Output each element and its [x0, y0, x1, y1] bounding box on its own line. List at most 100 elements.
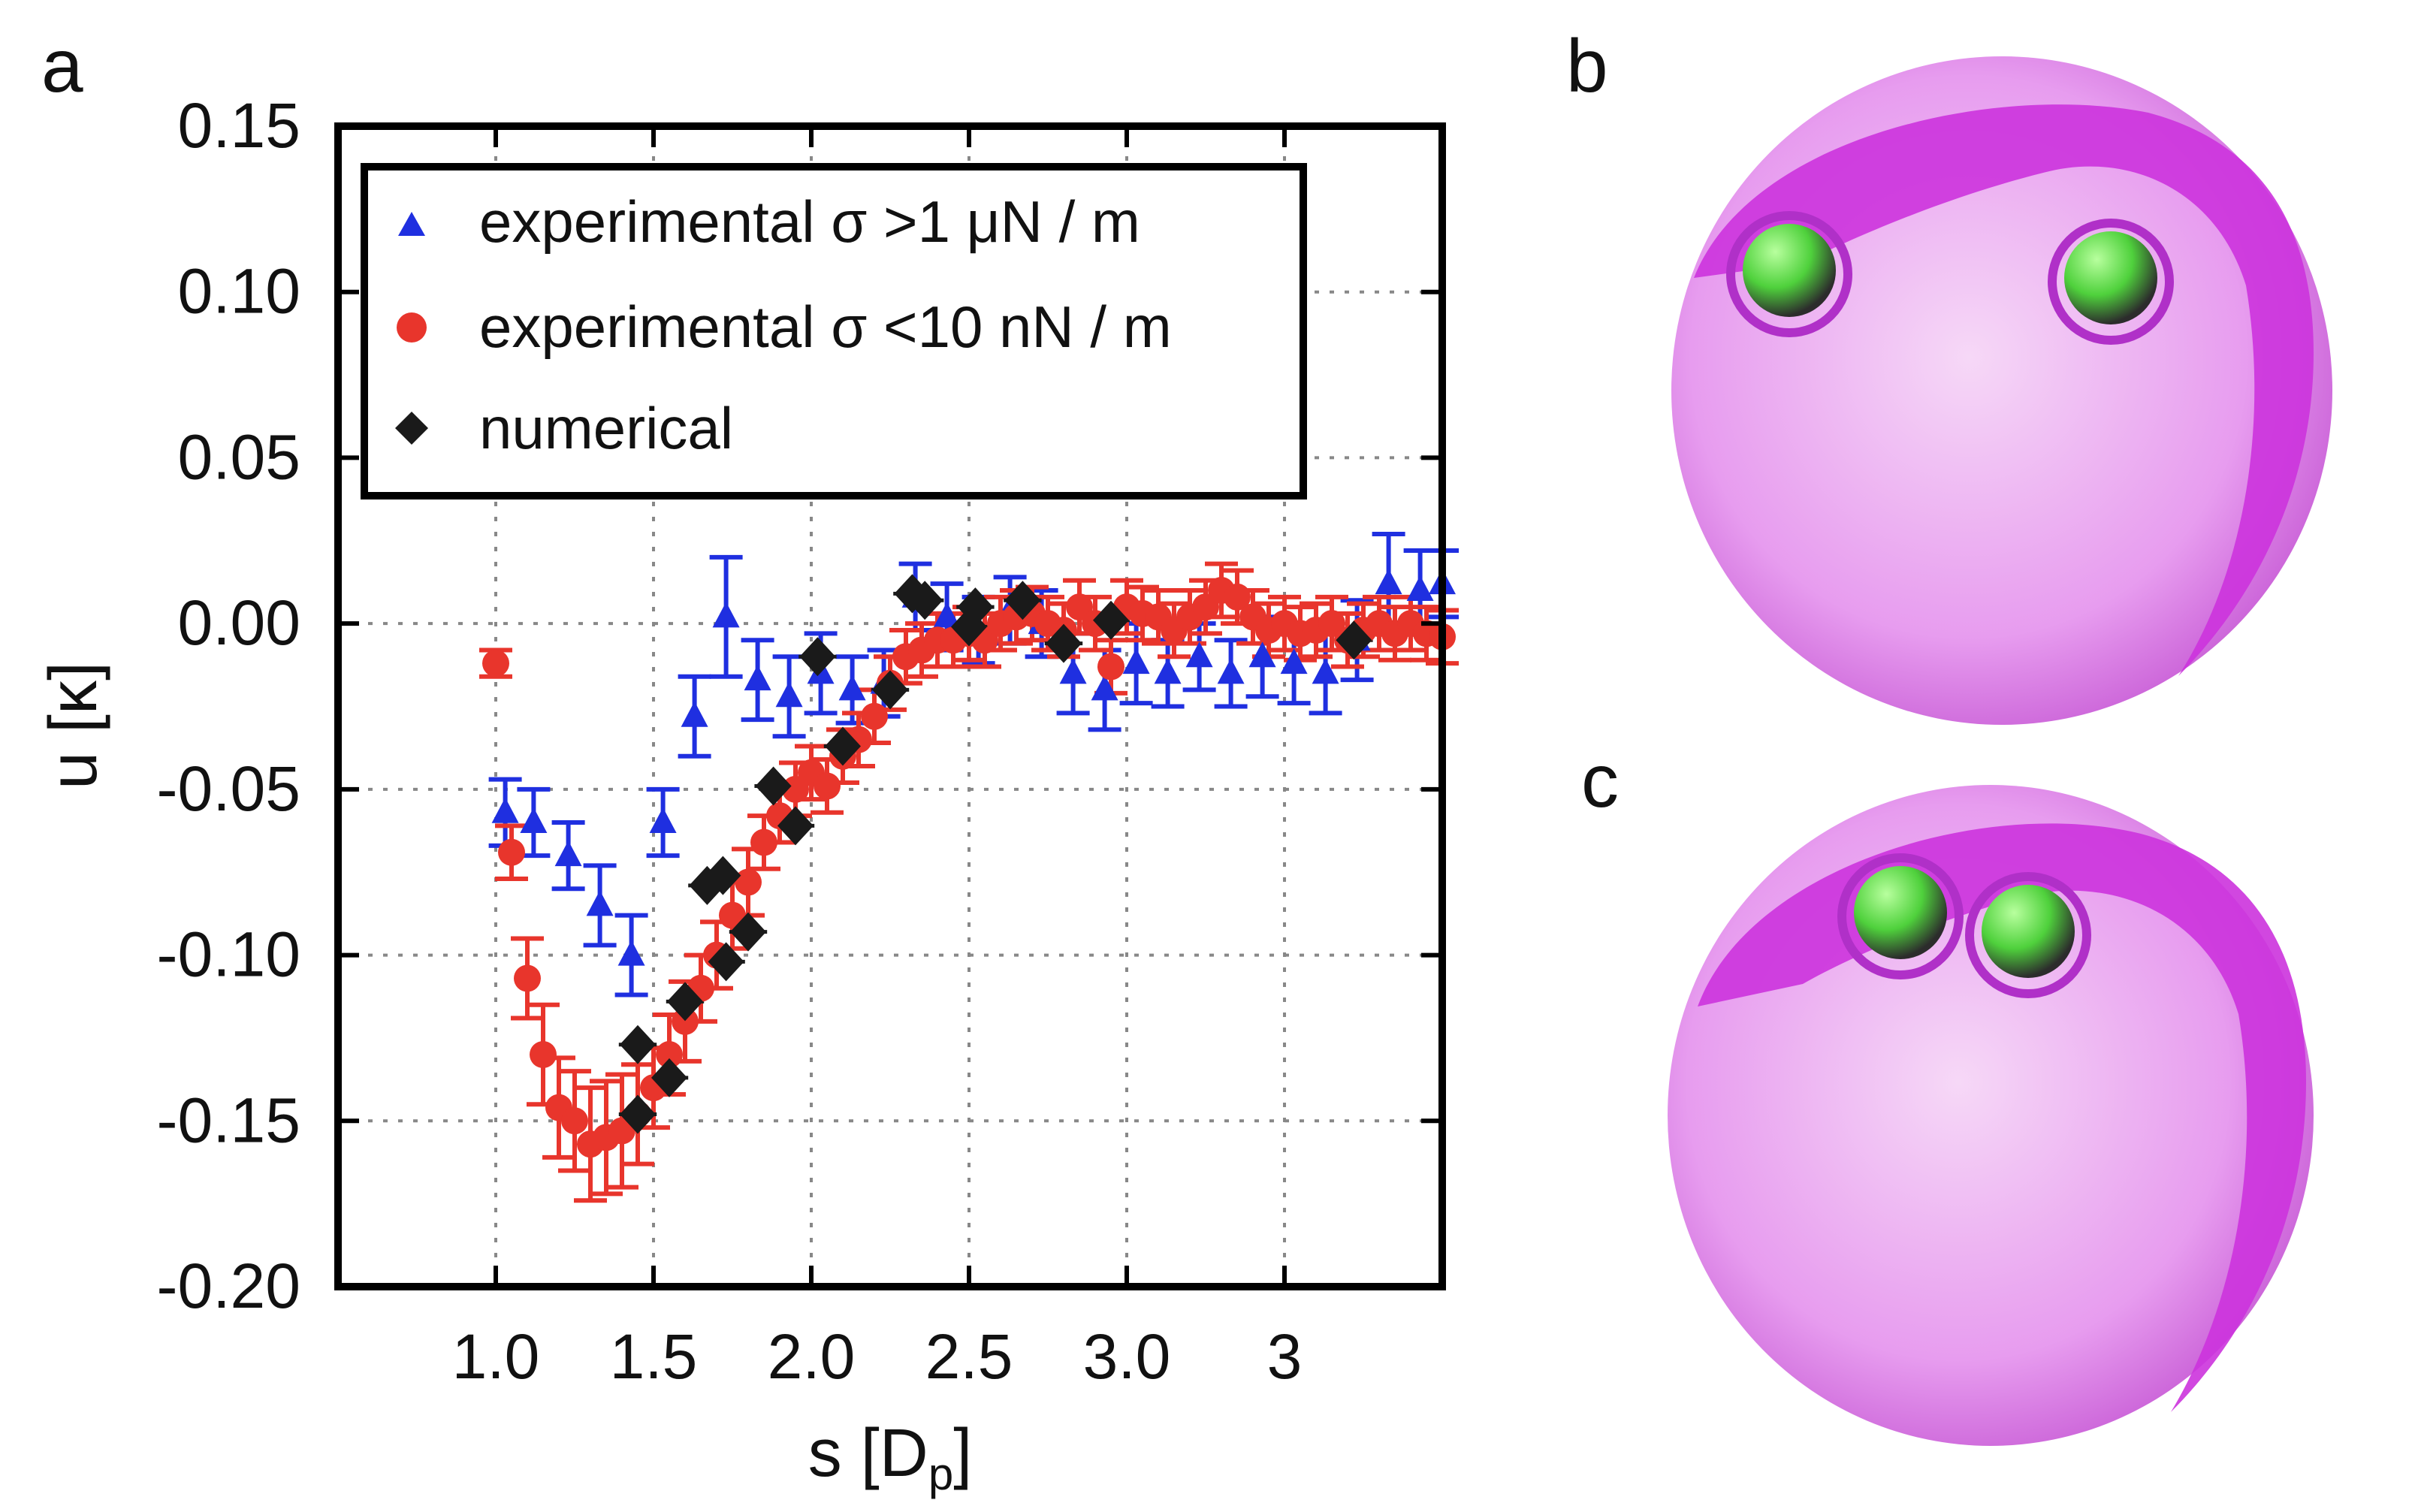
- marker-circle: [719, 901, 746, 929]
- particle-wrap-right-c: [1965, 872, 2091, 998]
- marker-circle: [561, 1107, 588, 1135]
- particle-wrap-left-c: [1837, 853, 1964, 979]
- particle-right-c: [1982, 885, 2075, 978]
- y-tick-label: -0.05: [157, 753, 300, 824]
- marker-triangle: [617, 940, 645, 966]
- marker-triangle: [1406, 575, 1434, 601]
- x-axis-label-main: s [D: [808, 1416, 928, 1491]
- marker-numerical: [907, 581, 943, 620]
- legend-box: [361, 163, 1307, 499]
- marker-triangle: [1248, 641, 1276, 668]
- marker-triangle: [554, 841, 582, 867]
- marker-triangle: [649, 807, 677, 833]
- particle-right-b: [2064, 231, 2157, 324]
- marker-triangle: [1091, 675, 1118, 701]
- marker-triangle: [1217, 658, 1245, 684]
- marker-triangle: [681, 701, 708, 727]
- marker-triangle: [933, 602, 961, 628]
- marker-numerical: [825, 726, 861, 766]
- marker-circle: [482, 650, 509, 678]
- marker-numerical: [1004, 581, 1041, 620]
- y-axis-label: u [κ]: [36, 662, 111, 789]
- particle-left-b: [1743, 224, 1836, 317]
- marker-numerical: [1336, 620, 1372, 660]
- legend-label-2: experimental σ <10 nN / m: [479, 294, 1172, 360]
- marker-circle: [814, 772, 841, 800]
- marker-triangle: [1280, 648, 1308, 675]
- marker-numerical: [872, 670, 908, 710]
- marker-numerical: [705, 856, 741, 895]
- y-tick-label: -0.20: [157, 1251, 300, 1321]
- y-tick-label: 0.10: [178, 256, 301, 327]
- legend-label-1: experimental σ >1 μN / m: [479, 189, 1140, 255]
- marker-triangle: [1122, 648, 1150, 675]
- legend-marker-triangle: [398, 212, 425, 236]
- x-tick-label: 3.0: [1083, 1321, 1171, 1392]
- marker-numerical: [1093, 600, 1129, 640]
- marker-numerical: [730, 912, 766, 952]
- vesicle-render-b: [1671, 56, 2332, 725]
- x-axis-label: s [Dp]: [808, 1416, 972, 1499]
- y-tick-label: 0.00: [178, 587, 301, 658]
- marker-circle: [735, 868, 762, 896]
- marker-numerical: [957, 587, 994, 627]
- marker-triangle: [586, 890, 614, 916]
- axis-ticks: 1.0 1.5 2.0 2.5 3.0 3 0.15 0.10 0.05 0.00 -0.05 -0.…: [157, 90, 1442, 1392]
- panel-label-a: a: [41, 24, 83, 108]
- marker-circle: [672, 1007, 699, 1035]
- panel-label-c: c: [1581, 739, 1619, 823]
- y-tick-label: 0.05: [178, 421, 301, 492]
- marker-numerical: [1046, 623, 1082, 663]
- marker-triangle: [1185, 641, 1213, 668]
- marker-circle: [530, 1041, 557, 1068]
- marker-triangle: [520, 807, 548, 833]
- marker-triangle: [1312, 658, 1339, 684]
- marker-circle: [1224, 583, 1251, 611]
- marker-numerical: [755, 766, 792, 806]
- particle-wrap-right-b: [2048, 219, 2174, 345]
- marker-circle: [861, 702, 888, 730]
- marker-circle: [1097, 653, 1124, 681]
- marker-triangle: [1375, 569, 1402, 595]
- marker-circle: [656, 1041, 683, 1068]
- marker-numerical: [777, 806, 814, 846]
- marker-triangle: [712, 602, 740, 628]
- x-tick-label: 1.0: [452, 1321, 540, 1392]
- marker-triangle: [1154, 658, 1182, 684]
- legend: experimental σ >1 μN / m experimental σ …: [361, 163, 1307, 499]
- marker-numerical: [620, 1094, 656, 1134]
- marker-numerical: [620, 1025, 656, 1064]
- panel-label-b: b: [1566, 24, 1608, 108]
- data-markers: [482, 569, 1456, 1158]
- x-tick-label: 1.5: [610, 1321, 698, 1392]
- x-axis-label-end: ]: [953, 1416, 972, 1491]
- legend-marker-circle: [397, 312, 427, 343]
- marker-circle: [750, 828, 777, 856]
- particle-wrap-left-b: [1726, 211, 1852, 337]
- y-tick-label: -0.10: [157, 919, 300, 990]
- legend-marker-diamond: [395, 412, 428, 445]
- marker-triangle: [838, 675, 866, 701]
- x-axis-label-subscript: p: [928, 1449, 953, 1499]
- y-tick-label: -0.15: [157, 1085, 300, 1155]
- y-tick-label: 0.15: [178, 90, 301, 161]
- marker-numerical: [708, 942, 744, 982]
- plot-frame: [334, 122, 1446, 1290]
- marker-circle: [514, 964, 541, 992]
- marker-circle: [498, 838, 525, 866]
- marker-numerical: [667, 982, 703, 1022]
- legend-label-3: numerical: [479, 395, 733, 461]
- x-tick-label: 3: [1267, 1321, 1303, 1392]
- x-tick-label: 2.0: [768, 1321, 856, 1392]
- marker-triangle: [1059, 658, 1087, 684]
- marker-triangle: [491, 797, 519, 823]
- marker-triangle: [744, 665, 771, 691]
- vesicle-render-c: [1668, 785, 2314, 1446]
- x-tick-label: 2.5: [925, 1321, 1013, 1392]
- marker-numerical: [651, 1058, 687, 1097]
- particle-left-c: [1854, 866, 1947, 959]
- marker-numerical: [799, 637, 836, 677]
- marker-triangle: [775, 681, 803, 708]
